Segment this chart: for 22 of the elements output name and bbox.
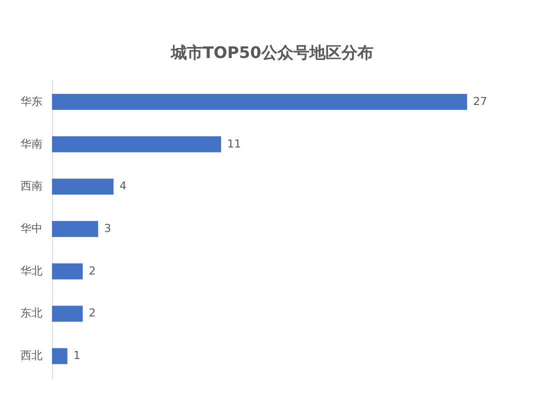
data-label: 27: [473, 94, 488, 108]
y-tick-label: 华南: [20, 137, 42, 150]
y-tick-label: 华中: [20, 222, 42, 235]
bar: [52, 220, 98, 238]
data-label: 2: [88, 264, 96, 278]
bar: [52, 178, 114, 195]
bar: [52, 348, 68, 364]
bar: [52, 94, 468, 110]
chart-title: 城市TOP50公众号地区分布: [170, 43, 374, 62]
bar: [52, 263, 83, 280]
y-tick-label: 东北: [20, 306, 42, 320]
data-label: 3: [104, 222, 112, 235]
data-label: 1: [73, 349, 80, 362]
y-tick-label: 西北: [20, 349, 42, 362]
bar: [52, 306, 83, 322]
bar: [52, 136, 222, 152]
data-label: 11: [227, 137, 242, 150]
data-label: 4: [119, 180, 126, 193]
y-tick-label: 西南: [20, 180, 42, 193]
y-tick-label: 华北: [20, 264, 42, 278]
y-tick-label: 华东: [20, 94, 42, 108]
data-label: 2: [88, 306, 96, 320]
